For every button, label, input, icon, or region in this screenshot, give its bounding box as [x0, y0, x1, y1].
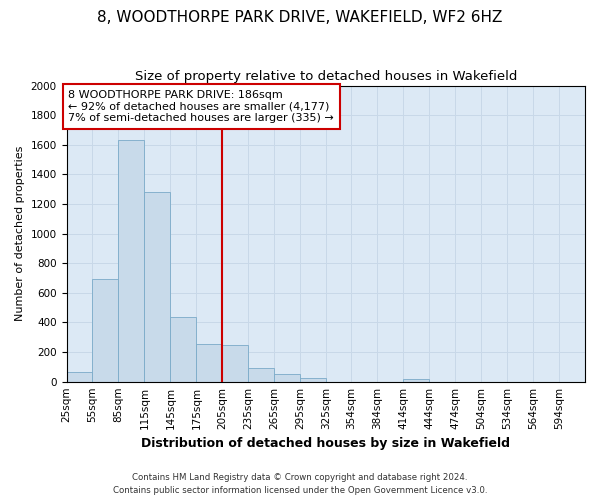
- Bar: [403, 379, 429, 382]
- X-axis label: Distribution of detached houses by size in Wakefield: Distribution of detached houses by size …: [141, 437, 510, 450]
- Bar: [170, 318, 196, 382]
- Bar: [248, 368, 274, 382]
- Text: 8, WOODTHORPE PARK DRIVE, WAKEFIELD, WF2 6HZ: 8, WOODTHORPE PARK DRIVE, WAKEFIELD, WF2…: [97, 10, 503, 25]
- Bar: [145, 192, 170, 382]
- Bar: [118, 140, 145, 382]
- Bar: [67, 372, 92, 382]
- Bar: [274, 374, 300, 382]
- Bar: [92, 279, 118, 382]
- Text: 8 WOODTHORPE PARK DRIVE: 186sqm
← 92% of detached houses are smaller (4,177)
7% : 8 WOODTHORPE PARK DRIVE: 186sqm ← 92% of…: [68, 90, 334, 123]
- Text: Contains HM Land Registry data © Crown copyright and database right 2024.
Contai: Contains HM Land Registry data © Crown c…: [113, 474, 487, 495]
- Bar: [196, 344, 223, 382]
- Bar: [300, 378, 326, 382]
- Title: Size of property relative to detached houses in Wakefield: Size of property relative to detached ho…: [134, 70, 517, 83]
- Bar: [223, 346, 248, 382]
- Y-axis label: Number of detached properties: Number of detached properties: [15, 146, 25, 322]
